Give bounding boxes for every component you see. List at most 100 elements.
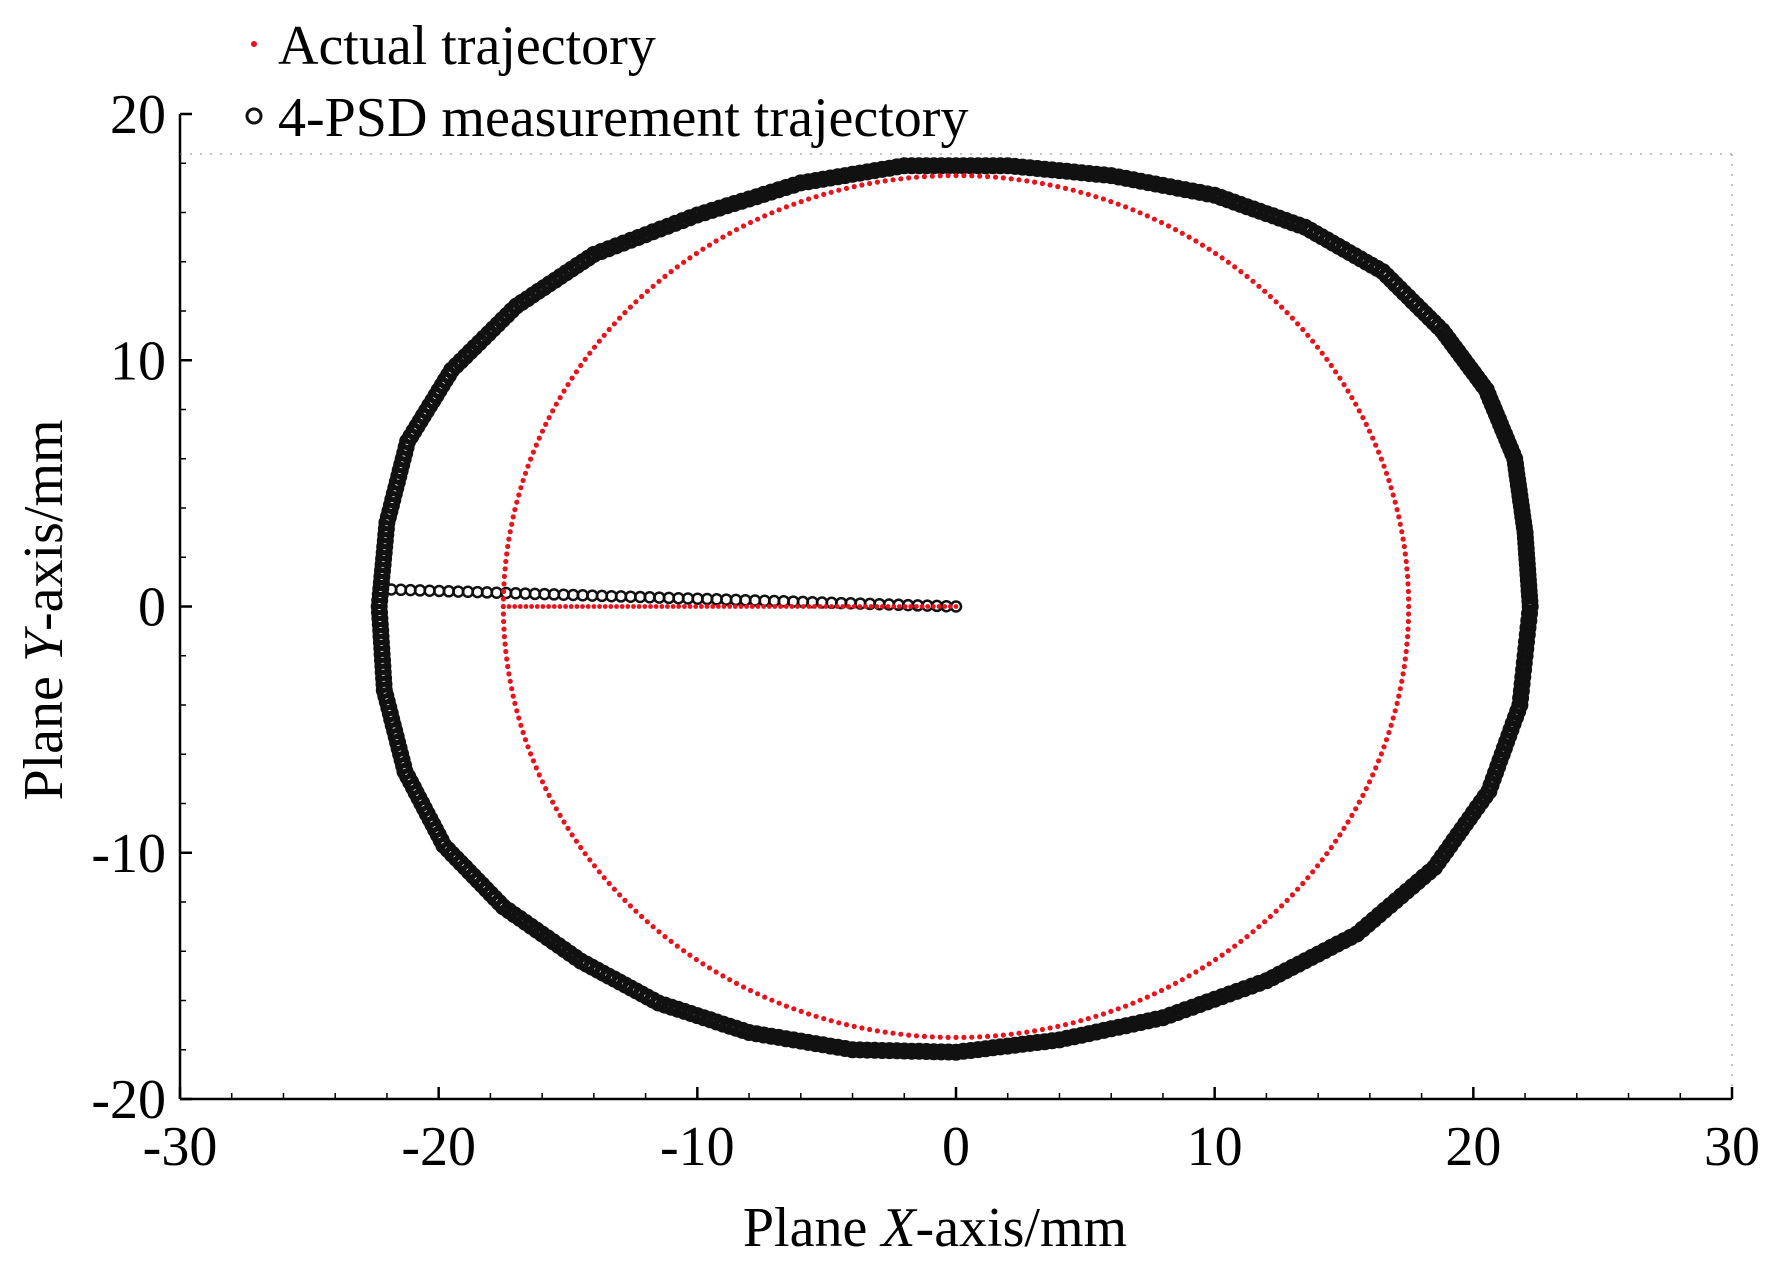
actual-point — [1085, 191, 1091, 197]
actual-radial-point — [563, 604, 568, 609]
psd-point — [1132, 172, 1150, 190]
actual-point — [504, 551, 510, 557]
actual-point — [1333, 838, 1339, 844]
actual-point — [720, 234, 726, 240]
actual-point — [639, 913, 645, 920]
actual-radial-point — [902, 604, 908, 609]
actual-point — [1328, 362, 1334, 369]
actual-point — [1213, 956, 1219, 963]
actual-radial-point — [676, 604, 682, 609]
psd-point — [969, 1041, 987, 1059]
actual-point — [953, 173, 959, 179]
actual-radial-point — [727, 604, 733, 609]
actual-point — [985, 1033, 991, 1039]
legend-marker-psd — [245, 107, 263, 125]
actual-point — [1232, 264, 1238, 270]
actual-point — [681, 259, 687, 265]
actual-point — [1401, 663, 1407, 670]
actual-point — [1337, 832, 1343, 838]
actual-point — [1383, 470, 1390, 476]
actual-radial-point — [585, 604, 591, 609]
actual-point — [601, 875, 607, 881]
psd-point — [792, 1032, 810, 1050]
psd-point — [925, 157, 943, 175]
actual-point — [518, 485, 524, 491]
psd-point — [829, 168, 847, 186]
psd-point — [1028, 1034, 1046, 1051]
psd-point — [799, 1033, 817, 1051]
psd-point — [1206, 186, 1224, 204]
actual-point — [591, 344, 598, 350]
psd-point — [977, 1040, 995, 1058]
actual-point — [644, 919, 650, 925]
actual-point — [969, 173, 975, 179]
actual-point — [882, 178, 888, 184]
actual-point — [791, 1006, 797, 1012]
psd-point — [932, 157, 950, 175]
actual-point — [1165, 984, 1172, 990]
actual-point — [1373, 765, 1379, 771]
psd-point — [1117, 1017, 1135, 1035]
actual-radial-point — [880, 604, 885, 609]
actual-point — [1295, 321, 1301, 327]
actual-point — [553, 806, 559, 812]
psd-point — [1132, 1014, 1150, 1031]
actual-radial-point — [608, 604, 614, 609]
actual-point — [1199, 965, 1206, 971]
actual-point — [639, 293, 645, 300]
actual-point — [1390, 492, 1396, 498]
psd-point — [1065, 163, 1083, 181]
actual-radial-point — [931, 604, 936, 609]
actual-point — [501, 626, 507, 632]
actual-point — [1324, 356, 1330, 362]
actual-radial-point — [642, 604, 648, 609]
actual-radial-point — [557, 604, 563, 609]
actual-point — [1244, 273, 1250, 279]
actual-point — [937, 1034, 943, 1040]
psd-point — [866, 162, 884, 180]
actual-radial-point — [761, 604, 766, 609]
actual-radial-point — [710, 604, 716, 609]
actual-radial-point — [823, 604, 829, 609]
psd-point — [991, 1038, 1009, 1056]
actual-point — [681, 948, 687, 954]
y-tick-label: 20 — [110, 84, 166, 146]
actual-point — [1376, 758, 1382, 764]
actual-point — [1341, 382, 1347, 388]
actual-point — [596, 869, 602, 875]
psd-point — [1198, 185, 1216, 203]
actual-point — [1403, 648, 1409, 655]
actual-point — [1137, 997, 1143, 1003]
actual-point — [1366, 779, 1373, 785]
actual-point — [1360, 792, 1366, 799]
actual-point — [1193, 238, 1199, 244]
actual-point — [1289, 315, 1295, 321]
actual-point — [1405, 626, 1411, 632]
actual-point — [733, 227, 740, 233]
psd-point — [954, 157, 972, 175]
psd-point — [1095, 1021, 1113, 1039]
actual-point — [1008, 176, 1014, 182]
actual-point — [1399, 678, 1405, 684]
series-actual — [500, 173, 1412, 1040]
actual-point — [573, 369, 580, 375]
actual-point — [1179, 977, 1185, 983]
actual-radial-point — [738, 604, 744, 609]
actual-radial-point — [716, 604, 721, 609]
psd-point — [814, 170, 832, 188]
psd-point — [888, 1042, 906, 1060]
psd-point — [873, 160, 891, 178]
actual-point — [806, 196, 812, 202]
actual-radial-point — [693, 604, 699, 609]
actual-point — [836, 187, 842, 193]
actual-point — [836, 1020, 842, 1026]
actual-point — [1396, 693, 1402, 699]
actual-point — [1341, 825, 1347, 832]
series-layer — [370, 157, 1539, 1061]
actual-radial-point — [885, 604, 891, 609]
x-tick-label: -20 — [401, 1116, 476, 1178]
actual-point — [662, 273, 668, 279]
actual-point — [509, 521, 515, 527]
actual-point — [668, 269, 674, 275]
